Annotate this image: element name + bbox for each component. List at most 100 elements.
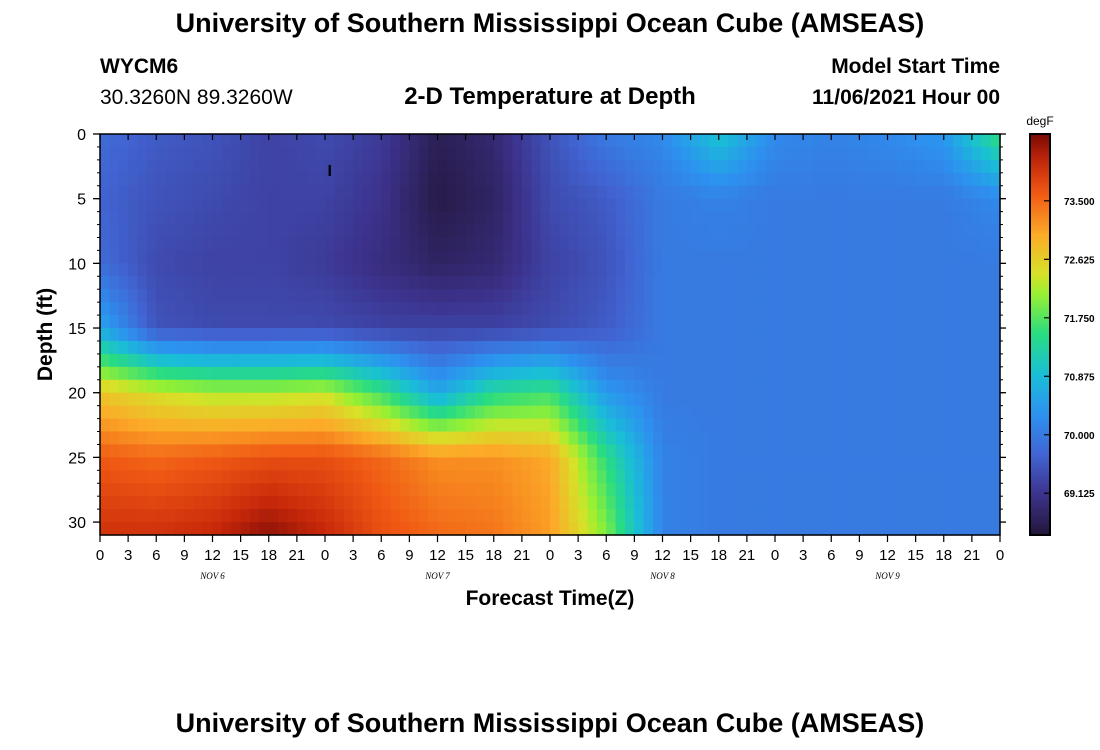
- heatmap-cell: [503, 522, 514, 536]
- heatmap-cell: [765, 198, 776, 213]
- heatmap-cell: [146, 224, 157, 239]
- heatmap-cell: [859, 185, 870, 200]
- heatmap-cell: [953, 405, 964, 420]
- heatmap-cell: [268, 146, 279, 161]
- heatmap-cell: [343, 444, 354, 458]
- heatmap-cell: [587, 172, 598, 187]
- heatmap-cell: [371, 134, 382, 148]
- heatmap-cell: [175, 211, 185, 226]
- heatmap-cell: [306, 159, 317, 174]
- heatmap-cell: [409, 457, 420, 471]
- heatmap-cell: [765, 302, 776, 316]
- heatmap-cell: [475, 250, 485, 264]
- heatmap-cell: [634, 509, 645, 523]
- heatmap-cell: [625, 276, 635, 290]
- heatmap-cell: [137, 431, 148, 446]
- heatmap-cell: [953, 431, 964, 446]
- heatmap-cell: [203, 237, 214, 252]
- heatmap-cell: [362, 509, 373, 523]
- heatmap-cell: [250, 198, 260, 213]
- heatmap-cell: [146, 237, 157, 252]
- heatmap-cell: [128, 470, 139, 484]
- heatmap-cell: [175, 444, 185, 458]
- heatmap-cell: [531, 431, 542, 446]
- heatmap-cell: [325, 134, 335, 148]
- heatmap-cell: [400, 522, 410, 536]
- heatmap-cell: [306, 172, 317, 187]
- heatmap-cell: [765, 159, 776, 174]
- heatmap-cell: [550, 522, 560, 536]
- heatmap-cell: [559, 470, 570, 484]
- heatmap-cell: [484, 509, 495, 523]
- heatmap-cell: [643, 198, 654, 213]
- heatmap-cell: [643, 315, 654, 329]
- heatmap-cell: [409, 483, 420, 497]
- heatmap-cell: [934, 237, 945, 252]
- heatmap-cell: [446, 509, 457, 523]
- heatmap-cell: [240, 522, 251, 536]
- heatmap-cell: [681, 457, 692, 471]
- heatmap-cell: [278, 315, 289, 329]
- heatmap-cell: [484, 353, 495, 368]
- heatmap-cell: [118, 496, 129, 510]
- heatmap-cell: [643, 302, 654, 316]
- heatmap-cell: [362, 276, 373, 290]
- heatmap-cell: [493, 431, 504, 446]
- heatmap-cell: [981, 444, 992, 458]
- heatmap-cell: [212, 263, 223, 277]
- heatmap-cell: [512, 431, 523, 446]
- heatmap-cell: [437, 509, 448, 523]
- heatmap-cell: [943, 340, 954, 355]
- heatmap-cell: [428, 185, 439, 200]
- heatmap-cell: [250, 289, 260, 303]
- heatmap-cell: [896, 457, 907, 471]
- heatmap-cell: [568, 340, 579, 355]
- heatmap-cell: [681, 392, 692, 407]
- heatmap-cell: [568, 302, 579, 316]
- heatmap-cell: [156, 237, 167, 252]
- heatmap-cell: [756, 276, 767, 290]
- heatmap-cell: [325, 496, 335, 510]
- heatmap-cell: [287, 328, 298, 342]
- heatmap-cell: [934, 418, 945, 433]
- heatmap-cell: [559, 315, 570, 329]
- heatmap-cell: [943, 315, 954, 329]
- heatmap-cell: [306, 276, 317, 290]
- heatmap-cell: [550, 379, 560, 394]
- heatmap-cell: [371, 522, 382, 536]
- heatmap-cell: [400, 134, 410, 148]
- heatmap-cell: [325, 444, 335, 458]
- heatmap-cell: [203, 134, 214, 148]
- heatmap-cell: [690, 457, 701, 471]
- heatmap-cell: [943, 250, 954, 264]
- heatmap-cell: [840, 134, 851, 148]
- heatmap-cell: [859, 457, 870, 471]
- heatmap-cell: [962, 276, 973, 290]
- heatmap-cell: [212, 211, 223, 226]
- heatmap-cell: [934, 509, 945, 523]
- heatmap-cell: [212, 522, 223, 536]
- heatmap-cell: [915, 366, 926, 381]
- heatmap-cell: [868, 379, 879, 394]
- heatmap-cell: [634, 340, 645, 355]
- heatmap-cell: [381, 379, 392, 394]
- heatmap-cell: [259, 198, 270, 213]
- heatmap-cell: [118, 211, 129, 226]
- heatmap-cell: [803, 418, 814, 433]
- heatmap-cell: [981, 315, 992, 329]
- heatmap-cell: [156, 276, 167, 290]
- heatmap-cell: [287, 509, 298, 523]
- heatmap-cell: [428, 340, 439, 355]
- heatmap-cell: [559, 146, 570, 161]
- heatmap-cell: [531, 224, 542, 239]
- x-tick-label: 3: [349, 547, 357, 564]
- heatmap-cell: [990, 185, 1001, 200]
- heatmap-cell: [100, 366, 110, 381]
- heatmap-cell: [231, 250, 242, 264]
- heatmap-cell: [709, 134, 720, 148]
- heatmap-cell: [840, 263, 851, 277]
- heatmap-cell: [390, 340, 401, 355]
- heatmap-cell: [146, 289, 157, 303]
- heatmap-cell: [175, 146, 185, 161]
- heatmap-cell: [325, 392, 335, 407]
